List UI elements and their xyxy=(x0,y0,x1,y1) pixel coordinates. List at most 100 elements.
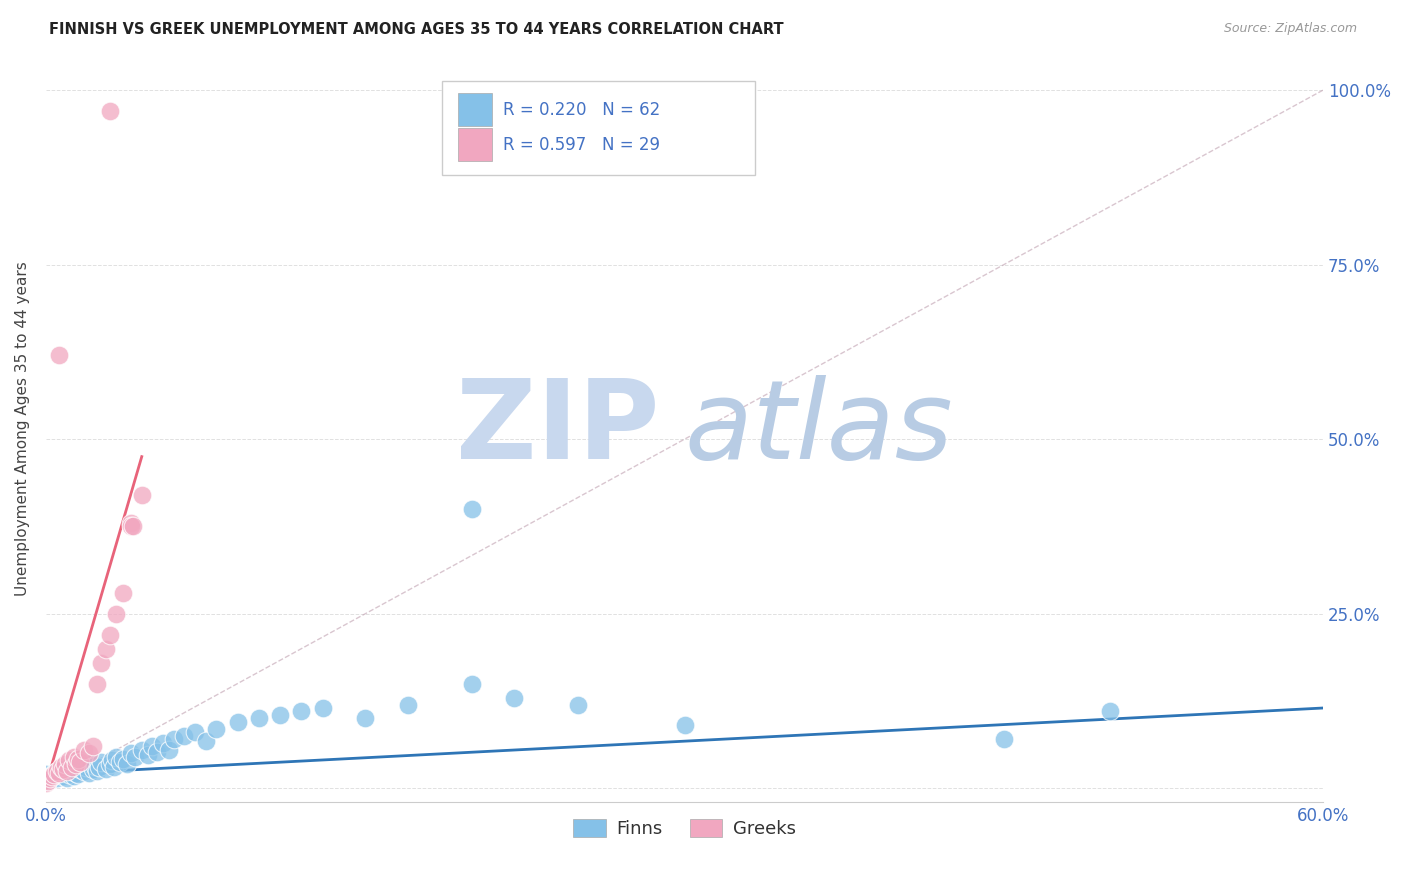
Greeks xyxy=(48,766,70,780)
Point xyxy=(98,103,121,118)
Greeks xyxy=(53,756,76,771)
Point xyxy=(122,519,145,533)
Finns xyxy=(205,722,228,736)
Text: R = 0.597   N = 29: R = 0.597 N = 29 xyxy=(503,136,661,153)
Finns xyxy=(1099,705,1122,719)
Greeks xyxy=(77,747,100,761)
Finns xyxy=(49,764,72,778)
Finns xyxy=(111,752,134,766)
Greeks xyxy=(56,764,79,778)
Finns xyxy=(65,766,87,780)
Finns xyxy=(73,764,96,778)
Finns xyxy=(58,767,80,781)
Greeks xyxy=(41,769,63,783)
Finns xyxy=(35,767,58,781)
Finns xyxy=(120,747,142,761)
Finns xyxy=(159,743,181,757)
Finns xyxy=(673,718,696,732)
Finns xyxy=(60,764,83,778)
Finns xyxy=(35,771,58,785)
Finns xyxy=(84,759,107,773)
Finns xyxy=(77,766,100,780)
Point xyxy=(48,348,70,362)
Text: R = 0.220   N = 62: R = 0.220 N = 62 xyxy=(503,101,661,119)
Text: FINNISH VS GREEK UNEMPLOYMENT AMONG AGES 35 TO 44 YEARS CORRELATION CHART: FINNISH VS GREEK UNEMPLOYMENT AMONG AGES… xyxy=(49,22,783,37)
Finns xyxy=(173,729,195,743)
Greeks xyxy=(111,586,134,600)
Finns xyxy=(82,762,104,776)
Finns xyxy=(184,725,207,739)
Finns xyxy=(226,714,249,729)
Finns xyxy=(124,750,146,764)
Finns xyxy=(35,774,58,789)
Greeks xyxy=(37,774,59,789)
Greeks xyxy=(86,676,108,690)
Finns xyxy=(141,739,163,754)
Greeks xyxy=(90,656,112,670)
Finns xyxy=(98,756,121,771)
Finns xyxy=(41,769,63,783)
Finns xyxy=(52,769,75,783)
Finns xyxy=(136,747,159,762)
Finns xyxy=(62,769,84,783)
Greeks xyxy=(62,750,84,764)
Finns xyxy=(45,771,67,785)
Finns xyxy=(152,736,174,750)
Finns xyxy=(86,764,108,778)
Finns xyxy=(39,772,62,787)
Finns xyxy=(101,753,124,767)
Finns xyxy=(194,734,217,748)
FancyBboxPatch shape xyxy=(441,81,755,175)
Finns xyxy=(110,755,132,769)
Finns xyxy=(115,756,138,771)
Greeks xyxy=(45,764,67,778)
Greeks xyxy=(73,743,96,757)
Finns xyxy=(79,756,101,771)
Finns xyxy=(90,755,112,769)
Legend: Finns, Greeks: Finns, Greeks xyxy=(565,812,803,846)
Finns xyxy=(354,711,377,725)
Finns xyxy=(44,766,66,780)
Finns xyxy=(312,701,335,715)
Finns xyxy=(56,760,79,774)
Text: Source: ZipAtlas.com: Source: ZipAtlas.com xyxy=(1223,22,1357,36)
Greeks xyxy=(58,753,80,767)
Greeks xyxy=(65,756,87,771)
Greeks xyxy=(131,488,153,502)
Greeks xyxy=(120,516,142,530)
FancyBboxPatch shape xyxy=(458,128,492,161)
Finns xyxy=(460,676,482,690)
Finns xyxy=(567,698,589,712)
Finns xyxy=(48,767,70,781)
Finns xyxy=(69,762,91,776)
Greeks xyxy=(82,739,104,754)
Finns xyxy=(247,711,270,725)
Finns xyxy=(131,743,153,757)
Finns xyxy=(993,732,1015,747)
Greeks xyxy=(105,607,128,621)
Greeks xyxy=(49,760,72,774)
Finns xyxy=(66,767,89,781)
Greeks xyxy=(39,771,62,785)
Greeks xyxy=(44,767,66,781)
Finns xyxy=(503,690,526,705)
Greeks xyxy=(66,752,89,766)
Finns xyxy=(56,771,79,785)
Text: atlas: atlas xyxy=(685,376,953,483)
Greeks xyxy=(52,762,75,776)
Finns xyxy=(145,745,167,759)
Finns xyxy=(89,760,111,774)
FancyBboxPatch shape xyxy=(458,94,492,126)
Finns xyxy=(163,732,186,747)
Finns xyxy=(103,760,125,774)
Finns xyxy=(105,750,128,764)
Greeks xyxy=(35,775,58,789)
Greeks xyxy=(35,772,58,787)
Text: ZIP: ZIP xyxy=(456,376,659,483)
Finns xyxy=(75,760,97,774)
Finns xyxy=(396,698,419,712)
Greeks xyxy=(94,641,117,656)
Finns xyxy=(94,762,117,776)
Finns xyxy=(53,766,76,780)
Point xyxy=(120,519,142,533)
